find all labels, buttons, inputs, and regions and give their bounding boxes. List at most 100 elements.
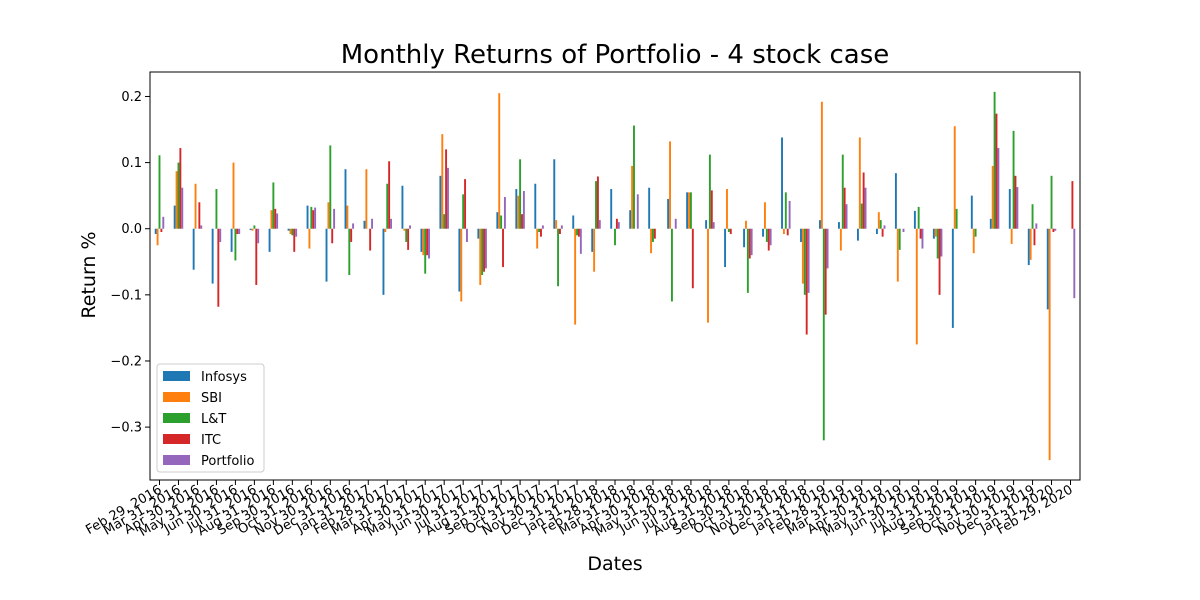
- bar: [691, 228, 694, 289]
- y-axis-label: Return %: [78, 231, 100, 318]
- bar: [211, 228, 214, 284]
- bar: [1029, 228, 1032, 260]
- bar: [767, 228, 770, 251]
- bar: [536, 228, 539, 249]
- bar: [765, 228, 768, 242]
- bar: [591, 228, 594, 252]
- bar: [521, 214, 523, 229]
- bar: [631, 165, 634, 229]
- legend-label: Portfolio: [201, 454, 255, 469]
- bar: [993, 91, 996, 229]
- bar: [1008, 189, 1011, 229]
- y-tick-label: 0.2: [121, 90, 142, 105]
- bar: [724, 228, 727, 268]
- bar: [541, 225, 544, 229]
- bar: [932, 228, 935, 239]
- bar: [293, 228, 296, 252]
- legend-label: L&T: [201, 412, 226, 427]
- bar: [249, 228, 252, 231]
- bar: [667, 198, 670, 229]
- bar: [198, 202, 201, 229]
- bar: [1014, 175, 1017, 229]
- bar: [1027, 228, 1030, 266]
- bar: [940, 228, 943, 257]
- bar: [769, 228, 772, 246]
- bar: [782, 228, 785, 235]
- bar: [845, 204, 848, 229]
- bar: [726, 189, 728, 229]
- bar: [200, 225, 203, 229]
- bar: [458, 228, 461, 292]
- series-portfolio: [162, 148, 1076, 299]
- bar: [420, 228, 423, 252]
- bar: [938, 228, 941, 295]
- bar: [788, 200, 791, 229]
- bar: [522, 191, 525, 229]
- bar: [934, 228, 937, 237]
- bar: [824, 228, 827, 315]
- bar: [894, 173, 897, 229]
- bar: [995, 113, 998, 229]
- plot-area: [150, 72, 1080, 480]
- bar: [154, 228, 157, 235]
- bar: [238, 228, 241, 235]
- bar: [615, 218, 618, 229]
- bar: [1033, 228, 1036, 246]
- bars-group: [154, 91, 1076, 461]
- bar: [576, 228, 578, 236]
- bar: [898, 228, 901, 250]
- bar: [686, 192, 689, 229]
- bar: [464, 179, 467, 229]
- bar: [629, 210, 632, 229]
- bar: [158, 155, 161, 229]
- legend-label: SBI: [201, 391, 222, 406]
- bar: [991, 165, 994, 229]
- bar: [727, 228, 730, 233]
- bar: [363, 220, 366, 229]
- bar: [803, 228, 806, 295]
- bar: [801, 228, 804, 284]
- chart-title: Monthly Returns of Portfolio - 4 stock c…: [341, 40, 890, 70]
- bar: [822, 228, 825, 441]
- bar: [670, 228, 673, 302]
- bar: [951, 228, 954, 328]
- bar: [173, 205, 176, 229]
- bar: [274, 208, 277, 229]
- bar: [175, 171, 178, 229]
- legend-swatch: [163, 434, 190, 444]
- bar: [253, 225, 256, 229]
- bar: [800, 228, 802, 242]
- y-tick-label: −0.3: [110, 421, 142, 436]
- bar: [460, 228, 463, 302]
- bar: [276, 213, 279, 229]
- bar: [194, 183, 197, 229]
- y-tick-label: 0.0: [121, 222, 142, 237]
- bar: [917, 206, 920, 229]
- bar: [382, 228, 385, 295]
- bar: [289, 228, 292, 235]
- bar: [325, 228, 328, 282]
- bar: [348, 228, 351, 276]
- bar: [936, 228, 939, 259]
- bar: [617, 222, 620, 229]
- bar: [1012, 130, 1015, 229]
- bar: [219, 228, 222, 242]
- bar: [496, 212, 499, 229]
- legend-box: [156, 363, 265, 473]
- bar: [333, 208, 336, 229]
- bar: [481, 228, 484, 276]
- bar: [503, 196, 506, 229]
- bar: [921, 228, 924, 249]
- bar: [572, 215, 575, 229]
- bar: [708, 154, 711, 229]
- bar: [445, 149, 448, 229]
- bar: [843, 187, 846, 229]
- bar: [919, 228, 922, 239]
- y-axis: −0.3 −0.2 −0.1 0.0 0.1 0.2: [110, 90, 150, 436]
- bar: [232, 162, 235, 229]
- bar: [820, 101, 823, 229]
- bar: [329, 145, 332, 229]
- series-itc: [160, 113, 1074, 335]
- bar: [819, 220, 821, 229]
- bar: [743, 228, 746, 248]
